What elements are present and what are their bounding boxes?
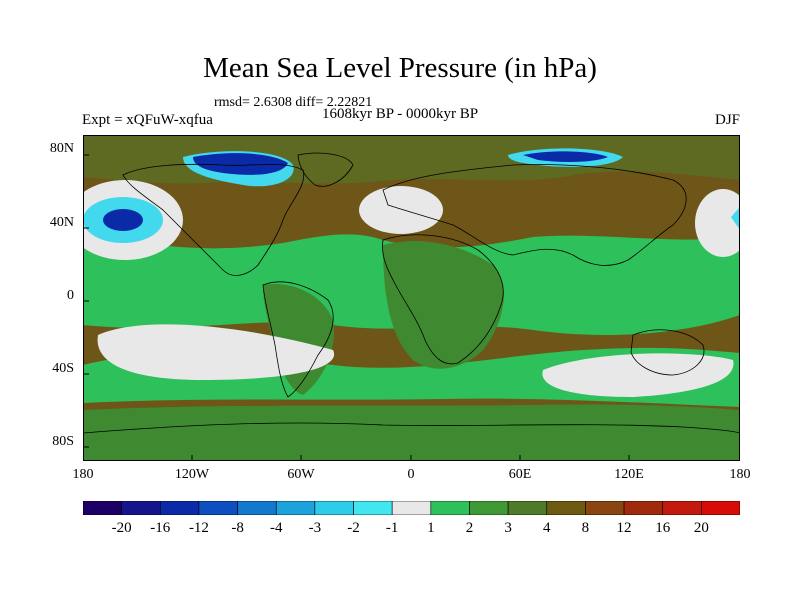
- colorbar-label: 12: [616, 520, 632, 536]
- near-zero-pacific-east: [695, 189, 740, 257]
- colorbar-swatch: [83, 501, 122, 515]
- time-period: 1608kyr BP - 0000kyr BP: [322, 106, 479, 122]
- blue-low-aleutian-core: [103, 209, 143, 231]
- x-tick-label: 180: [72, 467, 94, 482]
- cyan-east-edge: [731, 207, 740, 230]
- colorbar-label: -8: [231, 520, 244, 536]
- coastlines: [83, 152, 740, 434]
- y-tick-label: 80N: [49, 141, 74, 156]
- colorbar-swatch: [275, 501, 316, 515]
- blue-siberia: [523, 151, 608, 162]
- y-tick-label: 0: [67, 288, 74, 303]
- colorbar-swatch: [623, 501, 664, 515]
- coast-south-america: [262, 281, 334, 398]
- colorbar-swatch: [507, 501, 548, 515]
- colorbar-swatch: [314, 501, 354, 515]
- x-tick-label: 120E: [614, 467, 644, 482]
- colorbar-label: 2: [465, 520, 474, 536]
- colorbar-label: 16: [655, 520, 671, 536]
- y-tick-label: 80S: [52, 434, 74, 449]
- coast-antarctica: [83, 422, 740, 434]
- near-zero-indian-south: [542, 353, 734, 397]
- experiment-label: Expt = xQFuW-xqfua: [82, 112, 213, 128]
- colorbar-swatch: [391, 501, 432, 515]
- coast-australia: [630, 329, 705, 376]
- colorbar-swatch: [585, 501, 625, 515]
- colorbar-label: -4: [269, 520, 283, 536]
- near-zero-pacific-south: [97, 324, 335, 380]
- colorbar-label: 1: [427, 520, 435, 536]
- colorbar-swatch: [701, 501, 740, 515]
- colorbar-swatch: [662, 501, 702, 515]
- coast-africa: [382, 234, 504, 365]
- colorbar-label: -1: [385, 520, 399, 536]
- colorbar-swatch: [469, 501, 509, 515]
- colorbar-swatch: [430, 501, 470, 515]
- y-tick-label: 40S: [52, 361, 74, 376]
- rmsd-diff-stats: rmsd= 2.6308 diff= 2.22821: [214, 95, 373, 110]
- colorbar-swatch: [353, 501, 393, 515]
- coast-eurasia: [382, 164, 687, 266]
- x-tick-label: 180: [729, 467, 751, 482]
- colorbar-swatch: [159, 501, 200, 515]
- colorbar-swatch: [546, 501, 586, 515]
- dark-green-africa: [383, 241, 504, 369]
- colorbar-label: -12: [188, 520, 209, 536]
- blue-north-america-arctic: [193, 153, 288, 175]
- coast-north-america: [122, 163, 305, 276]
- y-tick-label: 40N: [49, 215, 74, 230]
- colorbar-label: -3: [308, 520, 322, 536]
- x-tick-label: 60E: [508, 467, 532, 482]
- season-label: DJF: [714, 112, 740, 128]
- colorbar: [83, 501, 740, 515]
- colorbar-label: 8: [581, 520, 590, 536]
- colorbar-swatch: [237, 501, 277, 515]
- map-title: Mean Sea Level Pressure (in hPa): [203, 52, 597, 84]
- colorbar-label: 4: [543, 520, 551, 536]
- colorbar-swatch: [121, 501, 161, 515]
- dark-green-antarctic: [83, 404, 740, 461]
- colorbar-label: -16: [150, 520, 171, 536]
- colorbar-label: 20: [693, 520, 709, 536]
- near-zero-atlantic-north: [359, 186, 443, 234]
- x-tick-label: 120W: [174, 467, 210, 482]
- x-tick-label: 60W: [287, 467, 315, 482]
- colorbar-label: 3: [504, 520, 512, 536]
- axis-ticks: [83, 154, 630, 461]
- coast-greenland: [297, 152, 354, 187]
- x-tick-label: 0: [407, 467, 415, 482]
- pressure-map: [83, 135, 740, 461]
- colorbar-label: -20: [111, 520, 132, 536]
- colorbar-label: -2: [347, 520, 360, 536]
- colorbar-swatch: [198, 501, 238, 515]
